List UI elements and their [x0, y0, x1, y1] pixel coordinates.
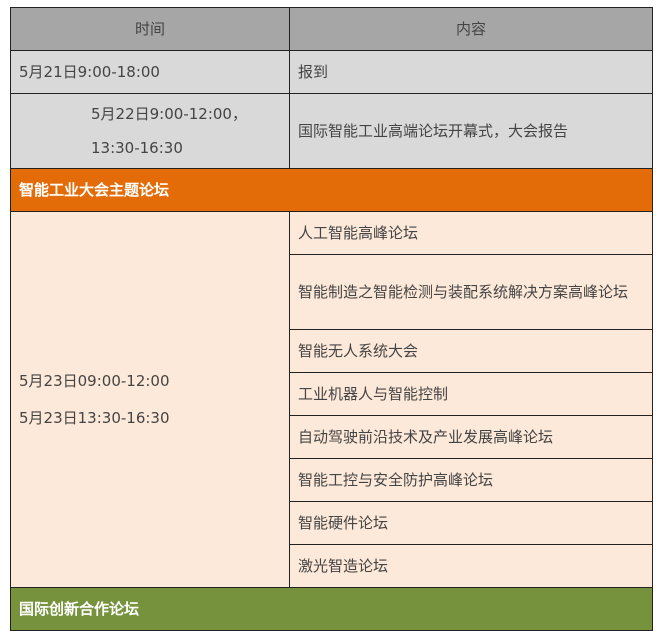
table-row: 智能无人系统大会 — [11, 329, 653, 373]
section-title: 国际创新合作论坛 — [10, 587, 653, 631]
time-line: 5月23日13:30-16:30 — [19, 408, 170, 427]
forum-item: 智能工控与安全防护高峰论坛 — [289, 458, 653, 502]
table-row: 自动驾驶前沿技术及产业发展高峰论坛 — [11, 415, 653, 459]
time-line: 5月22日9:00-12:00， — [91, 105, 247, 123]
table-row: 5月22日9:00-12:00， 13:30-16:30 国际智能工业高端论坛开幕… — [10, 93, 653, 169]
row-time: 5月23日09:00-12:00 5月23日13:30-16:30 — [10, 211, 290, 588]
forum-item: 人工智能高峰论坛 — [289, 211, 653, 255]
forum-item: 智能制造之智能检测与装配系统解决方案高峰论坛 — [289, 254, 653, 330]
table-row: 激光智造论坛 — [11, 544, 653, 588]
section-title: 智能工业大会主题论坛 — [10, 168, 653, 212]
forum-item: 智能无人系统大会 — [289, 329, 653, 373]
table-row: 智能硬件论坛 — [11, 501, 653, 545]
row-content: 报到 — [289, 50, 653, 94]
table-row: 5月23日09:00-12:00 5月23日13:30-16:30 人工智能高峰论… — [10, 211, 653, 588]
time-line: 5月23日09:00-12:00 — [19, 371, 170, 390]
table-row: 5月21日9:00-18:00 报到 — [10, 50, 653, 94]
row-time: 5月22日9:00-12:00， 13:30-16:30 — [10, 93, 290, 169]
row-time: 5月21日9:00-18:00 — [10, 50, 290, 94]
header-content: 内容 — [289, 7, 653, 51]
schedule-table: 时间 内容 5月21日9:00-18:00 报到 5月22日9:00-12:00… — [10, 7, 653, 631]
section-header: 智能工业大会主题论坛 — [10, 168, 653, 212]
forum-item: 激光智造论坛 — [289, 544, 653, 588]
forum-item: 智能硬件论坛 — [289, 501, 653, 545]
row-content: 国际智能工业高端论坛开幕式，大会报告 — [289, 93, 653, 169]
header-time: 时间 — [10, 7, 290, 51]
section-header: 国际创新合作论坛 — [10, 587, 653, 631]
table-row: 智能工控与安全防护高峰论坛 — [11, 458, 653, 502]
time-line: 13:30-16:30 — [91, 139, 183, 157]
forum-item: 自动驾驶前沿技术及产业发展高峰论坛 — [289, 415, 653, 459]
table-row: 智能制造之智能检测与装配系统解决方案高峰论坛 — [11, 254, 653, 330]
forum-item: 工业机器人与智能控制 — [289, 372, 653, 416]
table-header: 时间 内容 — [10, 7, 653, 51]
